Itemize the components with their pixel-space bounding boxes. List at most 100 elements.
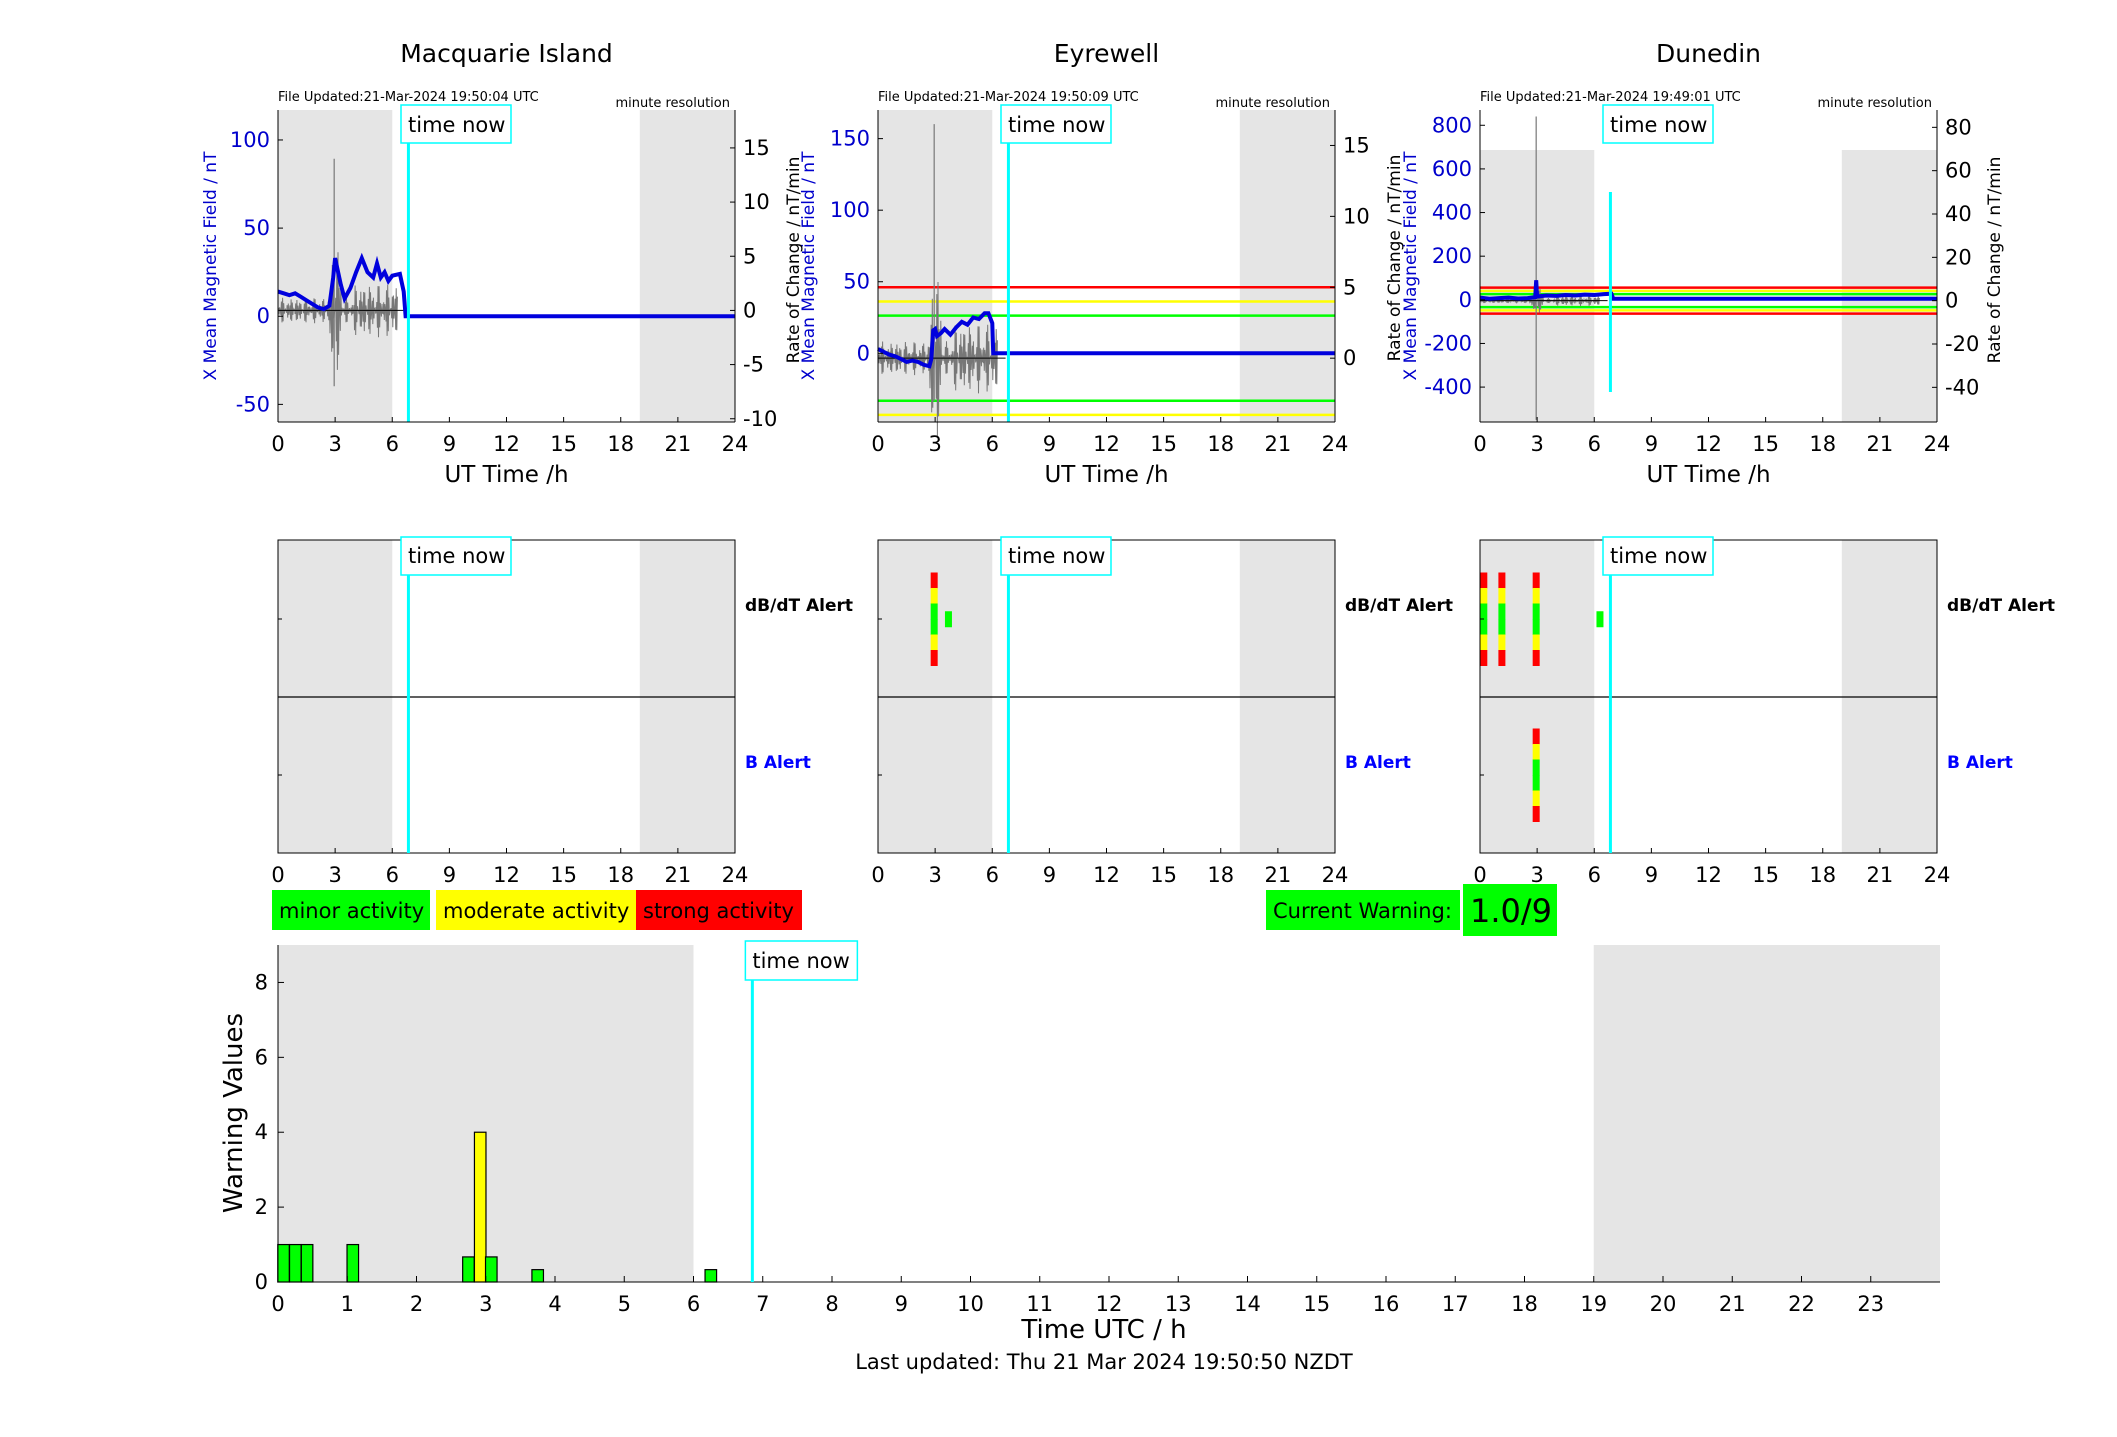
left-tick-label: -400 [1424, 375, 1472, 399]
b-alert-segment [1532, 744, 1540, 760]
b-alert-segment [1532, 728, 1540, 745]
right-tick-label: -5 [743, 353, 764, 377]
chart-y-tick-label: 6 [255, 1045, 268, 1069]
dbdt-alert-segment [1480, 619, 1488, 635]
time-now-label: time now [1610, 544, 1707, 568]
chart-x-tick-label: 18 [1511, 1292, 1538, 1316]
dbdt-alert-label: dB/dT Alert [1345, 596, 1453, 616]
right-tick-label: 5 [1343, 275, 1356, 299]
x-tick-label: 9 [1645, 863, 1658, 887]
b-alert-segment [1532, 790, 1540, 807]
right-tick-label: 15 [1343, 133, 1370, 157]
night-shade-1 [1841, 150, 1937, 422]
left-tick-label: 100 [830, 198, 870, 222]
night-shade-1 [1593, 945, 1940, 1282]
station-panel-2: Dunedin File Updated:21-Mar-2024 19:49:01… [1385, 39, 2005, 488]
chart-x-tick-label: 12 [1096, 1292, 1123, 1316]
night-shade-1 [1239, 110, 1335, 422]
x-tick-label: 12 [493, 432, 520, 456]
x-tick-label: 24 [722, 432, 749, 456]
dbdt-alert-segment [1498, 588, 1506, 604]
x-tick-label: 9 [443, 432, 456, 456]
resolution-label: minute resolution [1215, 96, 1330, 111]
dbdt-alert-segment [1498, 634, 1506, 651]
dbdt-alert-segment [1532, 572, 1540, 589]
station-panel-1: Eyrewell File Updated:21-Mar-2024 19:50:0… [784, 39, 1370, 488]
x-tick-label: 21 [1265, 432, 1292, 456]
b-alert-segment [1532, 806, 1540, 822]
x-tick-label: 3 [328, 432, 341, 456]
x-tick-label: 6 [1588, 863, 1601, 887]
b-alert-label: B Alert [745, 753, 811, 773]
rate-of-change-trace [877, 281, 998, 437]
x-tick-label: 0 [871, 432, 884, 456]
right-tick-label: 10 [743, 190, 770, 214]
x-tick-label: 0 [1473, 432, 1486, 456]
legend-moderate-label: moderate activity [443, 899, 629, 923]
current-warning: Current Warning: 1.0/9 [1266, 884, 1557, 936]
legend-minor-label: minor activity [279, 899, 424, 923]
time-now-box [1000, 104, 1112, 144]
station-title: Macquarie Island [400, 39, 613, 68]
chart-x-tick-label: 8 [825, 1292, 838, 1316]
dbdt-alert-segment [930, 619, 938, 635]
legend-moderate-swatch [436, 890, 636, 930]
warning-bar-4 [462, 1256, 475, 1283]
time-now-box [1000, 536, 1112, 576]
right-tick-label: 0 [1343, 346, 1356, 370]
chart-y-tick-label: 4 [255, 1120, 268, 1144]
x-tick-label: 3 [1530, 863, 1543, 887]
dbdt-alert-segment [1498, 619, 1506, 635]
night-shade-1 [639, 110, 735, 422]
warning-bar-5 [473, 1131, 487, 1283]
dbdt-alert-segment [930, 572, 938, 589]
x-tick-label: 18 [607, 863, 634, 887]
legend-strong-label: strong activity [643, 899, 794, 923]
chart-x-tick-label: 20 [1650, 1292, 1677, 1316]
dbdt-alert-segment [1480, 572, 1488, 589]
time-now-label: time now [1610, 113, 1707, 137]
x-tick-label: 6 [386, 432, 399, 456]
rate-of-change-trace [277, 252, 398, 370]
x-tick-label: 0 [271, 863, 284, 887]
x-tick-label: 21 [665, 432, 692, 456]
chart-y-tick-label: 8 [255, 970, 268, 994]
chart-x-tick-label: 21 [1719, 1292, 1746, 1316]
x-tick-label: 15 [550, 432, 577, 456]
warning-bar-2 [300, 1243, 314, 1283]
b-alert-segment [1532, 759, 1540, 776]
alert-panel-1: time now dB/dT Alert B Alert 0 3 6 9 12 15 18 21 24 [871, 536, 1453, 887]
x-tick-label: 21 [665, 863, 692, 887]
warning-bar-0 [277, 1243, 290, 1283]
dbdt-alert-segment [1532, 634, 1540, 651]
time-now-label: time now [408, 113, 505, 137]
left-tick-label: 0 [1459, 288, 1472, 312]
dbdt-alert-segment [944, 611, 952, 628]
x-tick-label: 3 [1530, 432, 1543, 456]
current-warning-value: 1.0/9 [1470, 892, 1552, 930]
x-tick-label: 9 [1645, 432, 1658, 456]
time-now-box [400, 104, 512, 144]
file-updated: File Updated:21-Mar-2024 19:50:04 UTC [278, 90, 539, 105]
chart-x-tick-label: 2 [410, 1292, 423, 1316]
chart-x-tick-label: 0 [271, 1292, 284, 1316]
dbdt-alert-segment [930, 650, 938, 666]
resolution-label: minute resolution [615, 96, 730, 111]
right-tick-label: 5 [743, 244, 756, 268]
x-tick-label: 6 [1588, 432, 1601, 456]
dbdt-alert-segment [1532, 588, 1540, 604]
x-tick-label: 15 [1150, 432, 1177, 456]
left-tick-label: 800 [1432, 113, 1472, 137]
x-tick-label: 18 [1809, 432, 1836, 456]
file-updated: File Updated:21-Mar-2024 19:49:01 UTC [1480, 90, 1741, 105]
right-tick-label: -20 [1945, 332, 1979, 356]
right-tick-label: 60 [1945, 159, 1972, 183]
dbdt-alert-segment [1532, 619, 1540, 635]
chart-x-tick-label: 1 [341, 1292, 354, 1316]
dbdt-alert-label: dB/dT Alert [1947, 596, 2055, 616]
time-now-label: time now [408, 544, 505, 568]
x-tick-label: 21 [1265, 863, 1292, 887]
bx-mean-trace [877, 311, 1335, 369]
x-tick-label: 18 [1207, 863, 1234, 887]
x-tick-label: 3 [328, 863, 341, 887]
